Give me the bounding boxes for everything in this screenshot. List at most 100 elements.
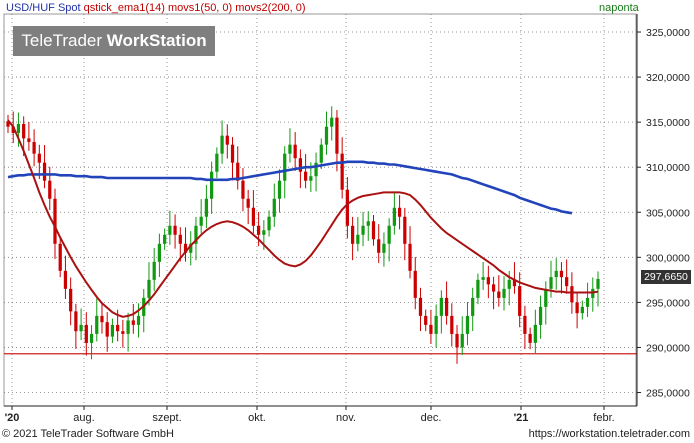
- candle: [230, 137, 235, 181]
- candle-body: [37, 153, 41, 163]
- candle-body: [554, 270, 558, 278]
- candle: [350, 216, 355, 261]
- candle: [596, 271, 600, 307]
- candle: [121, 319, 125, 348]
- candle: [486, 265, 490, 299]
- candle: [84, 312, 88, 356]
- y-tick-label: 300,0000: [646, 252, 690, 264]
- y-tick-label: 285,0000: [646, 387, 690, 399]
- candle-body: [178, 234, 182, 244]
- candle-body: [366, 221, 370, 226]
- x-axis: '20 aug. szept. okt. nov. dec. '21 febr.: [5, 406, 615, 424]
- candle-body: [152, 261, 156, 280]
- candle-body: [319, 144, 323, 163]
- candle-body: [497, 291, 501, 298]
- candle: [27, 121, 31, 151]
- candle: [471, 287, 475, 332]
- candle-body: [147, 279, 151, 298]
- candle-body: [11, 126, 15, 133]
- candle-body: [565, 277, 569, 287]
- ma200-line: [7, 160, 573, 215]
- candle: [204, 184, 209, 229]
- candle: [63, 255, 68, 299]
- candle: [74, 303, 78, 349]
- candle-body: [345, 189, 349, 226]
- candle: [580, 300, 584, 320]
- candle-body: [377, 239, 381, 253]
- candle: [147, 262, 151, 306]
- candle-body: [79, 324, 83, 332]
- candle: [424, 309, 428, 332]
- candle: [303, 154, 308, 189]
- candle: [361, 211, 365, 247]
- candle: [126, 312, 130, 352]
- last-price-tag: 297,6650: [641, 270, 691, 284]
- candle: [251, 190, 256, 234]
- candle: [418, 287, 423, 332]
- candle-body: [58, 243, 62, 271]
- candle: [371, 214, 376, 246]
- candle: [345, 177, 349, 239]
- candle-body: [267, 216, 271, 231]
- candle: [455, 325, 459, 364]
- candle-body: [288, 144, 292, 154]
- candle: [481, 261, 485, 290]
- candle: [397, 195, 402, 230]
- candle-body: [309, 176, 313, 181]
- x-tick-label: dec.: [421, 412, 442, 424]
- candle: [210, 161, 214, 214]
- candle: [502, 276, 506, 311]
- candle: [408, 226, 412, 279]
- candle: [189, 231, 193, 266]
- candle-body: [225, 135, 229, 145]
- candle: [199, 199, 203, 234]
- candle-body: [507, 279, 511, 289]
- y-tick-label: 315,0000: [646, 117, 690, 129]
- candle-body: [168, 225, 172, 235]
- candle-body: [293, 144, 297, 159]
- candle-body: [476, 279, 480, 298]
- candle-body: [210, 171, 214, 199]
- candle-body: [314, 162, 318, 177]
- candle-body: [272, 198, 276, 217]
- candle-body: [257, 225, 261, 235]
- candle-body: [512, 279, 517, 287]
- candle-body: [450, 315, 454, 334]
- candle-body: [387, 225, 391, 244]
- candle: [277, 169, 282, 213]
- candle-body: [502, 288, 506, 298]
- candle-body: [523, 315, 527, 334]
- candle: [450, 303, 454, 347]
- candle: [283, 146, 287, 199]
- candle: [157, 233, 162, 277]
- candle-body: [382, 243, 386, 253]
- candle-body: [183, 243, 188, 253]
- candle: [565, 259, 569, 294]
- candle-body: [538, 306, 543, 325]
- candle-body: [131, 320, 135, 325]
- candle-body: [324, 126, 329, 145]
- candle: [538, 295, 543, 339]
- candle-body: [418, 297, 423, 316]
- candle: [319, 138, 323, 169]
- source-url[interactable]: https://workstation.teletrader.com: [528, 428, 690, 440]
- y-axis: 285,0000 290,0000 295,0000 300,0000 305,0000…: [637, 27, 690, 399]
- x-tick-label: okt.: [248, 412, 266, 424]
- candle-body: [251, 207, 256, 226]
- candle-body: [241, 180, 245, 199]
- candle-body: [434, 315, 438, 334]
- candle-body: [236, 162, 240, 181]
- x-tick-label: nov.: [336, 412, 356, 424]
- candle: [241, 168, 245, 212]
- candle-body: [157, 243, 162, 262]
- candle-body: [136, 315, 141, 325]
- candle: [377, 224, 381, 263]
- chart-header: USD/HUF Spot qstick_ema1(14) movs1(50, 0…: [6, 2, 306, 14]
- candle-body: [230, 144, 235, 163]
- candle-body: [27, 138, 31, 142]
- y-tick-label: 310,0000: [646, 162, 690, 174]
- candle: [288, 128, 292, 163]
- copyright-text: © 2021 TeleTrader Software GmbH: [2, 428, 174, 440]
- candle-body: [48, 180, 52, 199]
